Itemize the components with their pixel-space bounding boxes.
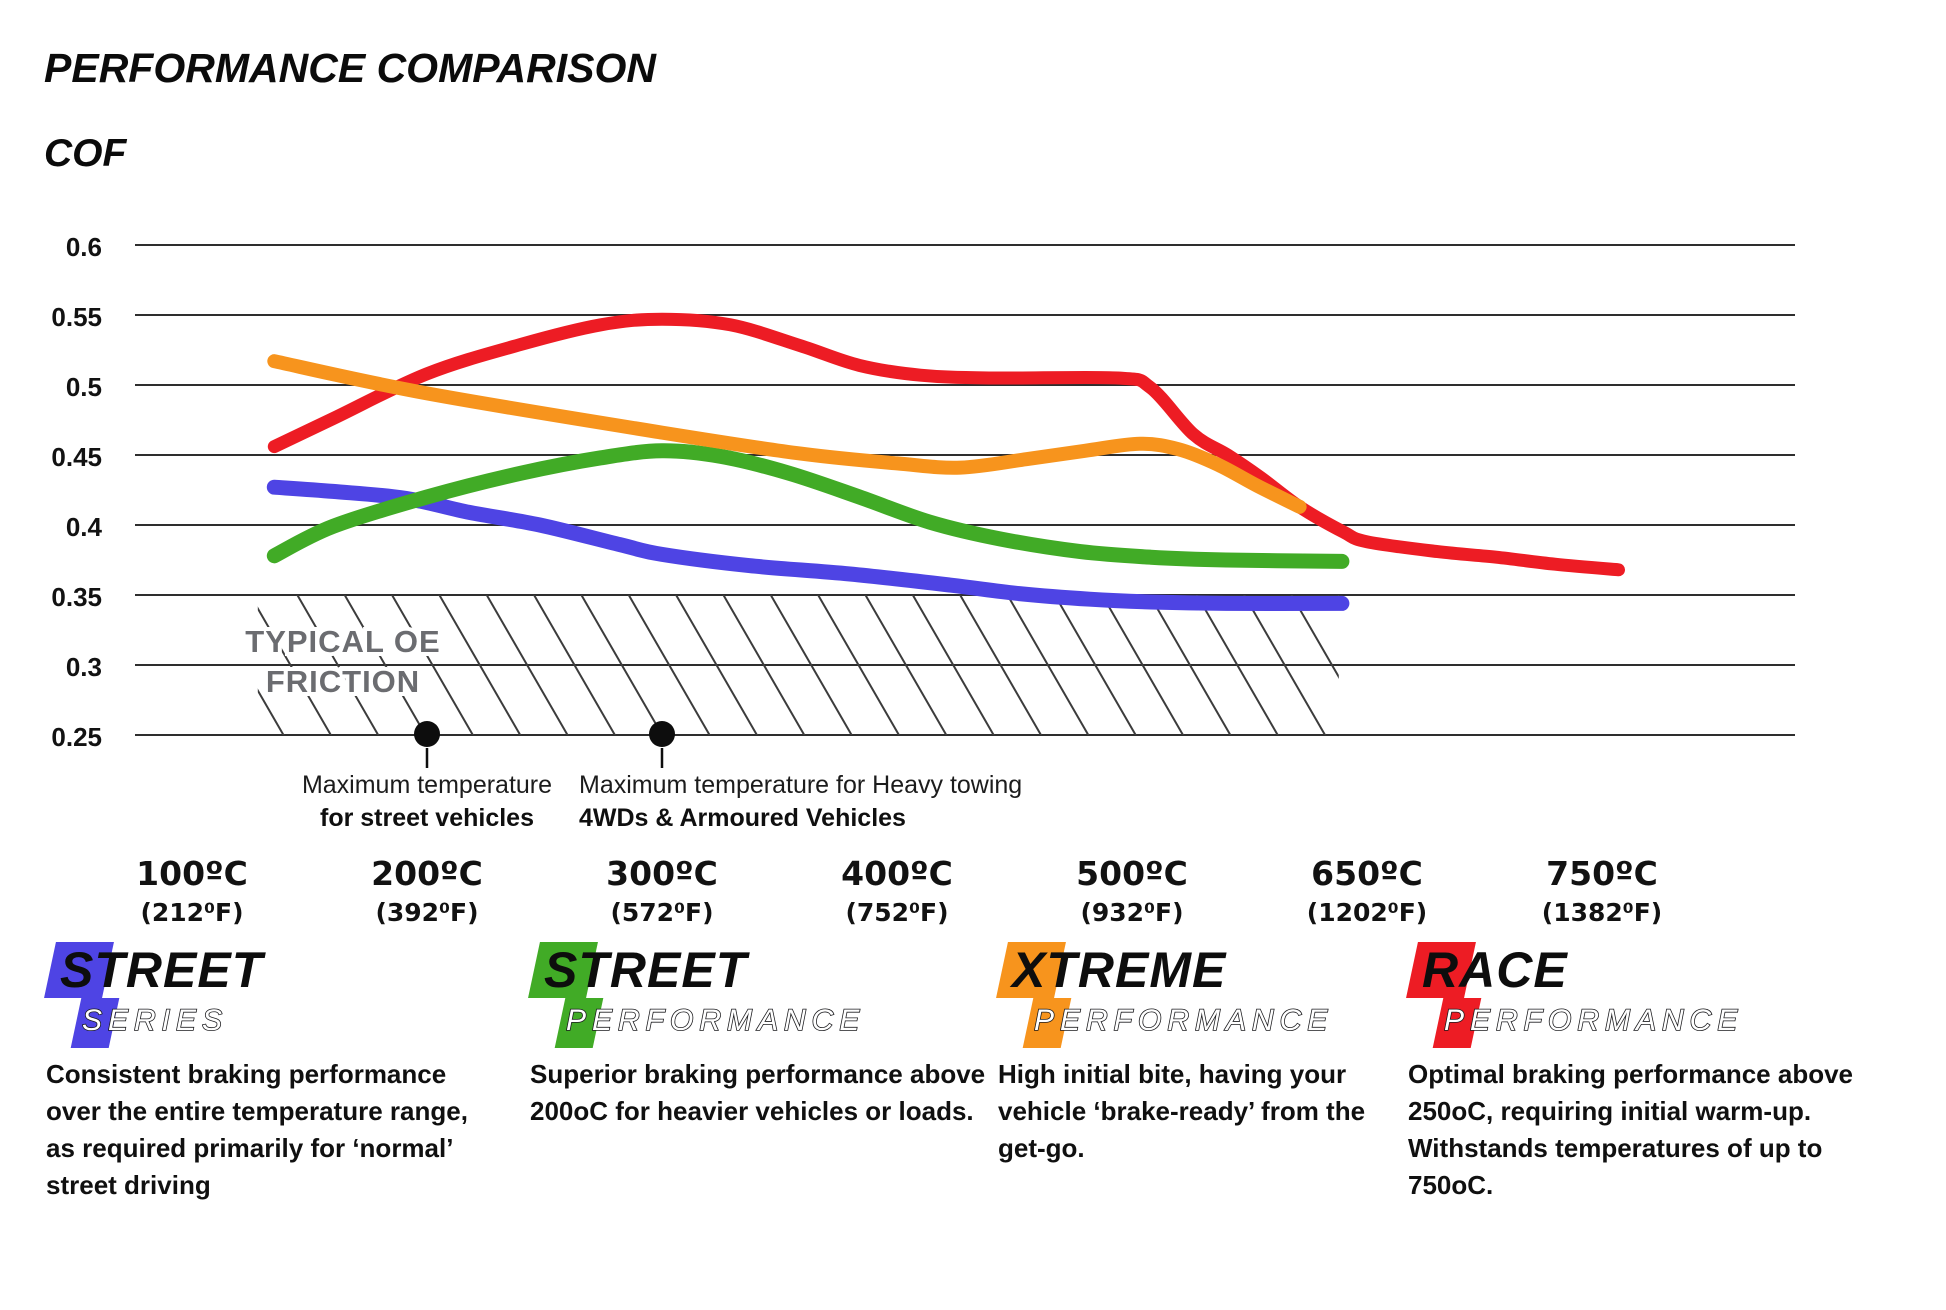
x-tick-200c: 200ºC (392⁰F)	[371, 854, 483, 927]
annotation-heavy-towing: Maximum temperature for Heavy towing 4WD…	[579, 771, 1022, 832]
street-series-logo-line1: STREET	[60, 942, 264, 998]
y-tick-0.25: 0.25	[51, 722, 102, 752]
svg-text:400ºC: 400ºC	[841, 854, 953, 893]
curve-xtreme-performance	[267, 354, 1307, 514]
y-axis-labels: 0.6 0.55 0.5 0.45 0.4 0.35 0.3 0.25	[51, 232, 102, 752]
dot-heavy-max-temp	[649, 721, 675, 747]
svg-text:SERIES: SERIES	[82, 1004, 228, 1037]
xtreme-performance-logo: XTREME PERFORMANCE	[996, 942, 1393, 1054]
race-performance-description: Optimal braking performance above 250oC,…	[1408, 1059, 1854, 1200]
data-curves	[266, 312, 1625, 611]
curve-race-performance	[267, 312, 1625, 577]
legend-street-series: STREET SERIES Consistent braking perform…	[44, 942, 496, 1200]
race-performance-logo-line2: PERFORMANCE	[1443, 1003, 1743, 1038]
svg-text:(1382⁰F): (1382⁰F)	[1542, 898, 1662, 927]
max-temp-markers	[414, 721, 675, 768]
legend-race-performance: RACE PERFORMANCE Optimal braking perform…	[1406, 942, 1853, 1200]
street-series-description: Consistent braking performance over the …	[46, 1059, 468, 1200]
page-title: PERFORMANCE COMPARISON	[44, 45, 656, 91]
svg-text:(932⁰F): (932⁰F)	[1080, 898, 1183, 927]
x-tick-750c: 750ºC (1382⁰F)	[1542, 854, 1662, 927]
xtreme-performance-logo-line2: PERFORMANCE	[1033, 1003, 1333, 1038]
svg-text:for street vehicles: for street vehicles	[320, 804, 534, 832]
svg-text:(392⁰F): (392⁰F)	[375, 898, 478, 927]
x-tick-500c: 500ºC (932⁰F)	[1076, 854, 1188, 927]
xtreme-performance-description: High initial bite, having your vehicle ‘…	[998, 1059, 1366, 1163]
svg-text:(572⁰F): (572⁰F)	[610, 898, 713, 927]
curve-street-performance	[266, 443, 1350, 569]
y-tick-0.6: 0.6	[66, 232, 102, 262]
y-tick-0.3: 0.3	[66, 652, 102, 682]
curve-street-series	[266, 479, 1350, 611]
y-tick-0.55: 0.55	[51, 302, 102, 332]
svg-text:(212⁰F): (212⁰F)	[140, 898, 243, 927]
x-tick-100c: 100ºC (212⁰F)	[136, 854, 248, 927]
svg-text:FRICTION: FRICTION	[266, 664, 420, 699]
svg-text:300ºC: 300ºC	[606, 854, 718, 893]
x-axis-labels: 100ºC (212⁰F) 200ºC (392⁰F) 300ºC (572⁰F…	[136, 854, 1662, 927]
street-performance-description: Superior braking performance above 200oC…	[530, 1059, 986, 1126]
legend-xtreme-performance: XTREME PERFORMANCE High initial bite, ha…	[996, 942, 1393, 1163]
svg-text:PERFORMANCE: PERFORMANCE	[1034, 1004, 1333, 1037]
svg-text:(752⁰F): (752⁰F)	[845, 898, 948, 927]
typical-oe-friction-band	[257, 595, 1339, 735]
x-tick-650c: 650ºC (1202⁰F)	[1307, 854, 1427, 927]
svg-text:Maximum temperature: Maximum temperature	[302, 771, 552, 799]
y-axis-title: COF	[44, 132, 127, 175]
svg-text:100ºC: 100ºC	[136, 854, 248, 893]
dot-street-max-temp	[414, 721, 440, 747]
svg-text:PERFORMANCE: PERFORMANCE	[1444, 1004, 1743, 1037]
typical-oe-friction-label: TYPICAL OE FRICTION	[241, 620, 443, 703]
x-tick-400c: 400ºC (752⁰F)	[841, 854, 953, 927]
y-tick-0.5: 0.5	[66, 372, 102, 402]
svg-text:750ºC: 750ºC	[1546, 854, 1658, 893]
svg-text:(1202⁰F): (1202⁰F)	[1307, 898, 1427, 927]
race-performance-logo-line1: RACE	[1422, 942, 1568, 998]
race-performance-logo: RACE PERFORMANCE	[1406, 942, 1853, 1054]
legend-street-performance: STREET PERFORMANCE Superior braking perf…	[528, 942, 995, 1126]
y-tick-0.35: 0.35	[51, 582, 102, 612]
svg-text:500ºC: 500ºC	[1076, 854, 1188, 893]
svg-text:TYPICAL OE: TYPICAL OE	[245, 624, 440, 659]
svg-text:PERFORMANCE: PERFORMANCE	[566, 1004, 865, 1037]
svg-text:Maximum temperature for Heavy: Maximum temperature for Heavy towing	[579, 771, 1022, 799]
street-series-logo-line2: SERIES	[81, 1003, 228, 1038]
annotation-street-vehicles: Maximum temperature for street vehicles	[302, 771, 552, 832]
xtreme-performance-logo-line1: XTREME	[1012, 942, 1227, 998]
svg-text:4WDs & Armoured Vehicles: 4WDs & Armoured Vehicles	[579, 804, 906, 832]
cof-line-chart: 0.6 0.55 0.5 0.45 0.4 0.35 0.3 0.25 TYPI…	[51, 232, 1795, 927]
y-tick-0.45: 0.45	[51, 442, 102, 472]
y-tick-0.4: 0.4	[66, 512, 103, 542]
street-performance-logo-line1: STREET	[544, 942, 748, 998]
street-series-logo: STREET SERIES	[44, 942, 496, 1054]
street-performance-logo: STREET PERFORMANCE	[528, 942, 995, 1054]
svg-text:650ºC: 650ºC	[1311, 854, 1423, 893]
svg-text:200ºC: 200ºC	[371, 854, 483, 893]
street-performance-logo-line2: PERFORMANCE	[565, 1003, 865, 1038]
x-tick-300c: 300ºC (572⁰F)	[606, 854, 718, 927]
